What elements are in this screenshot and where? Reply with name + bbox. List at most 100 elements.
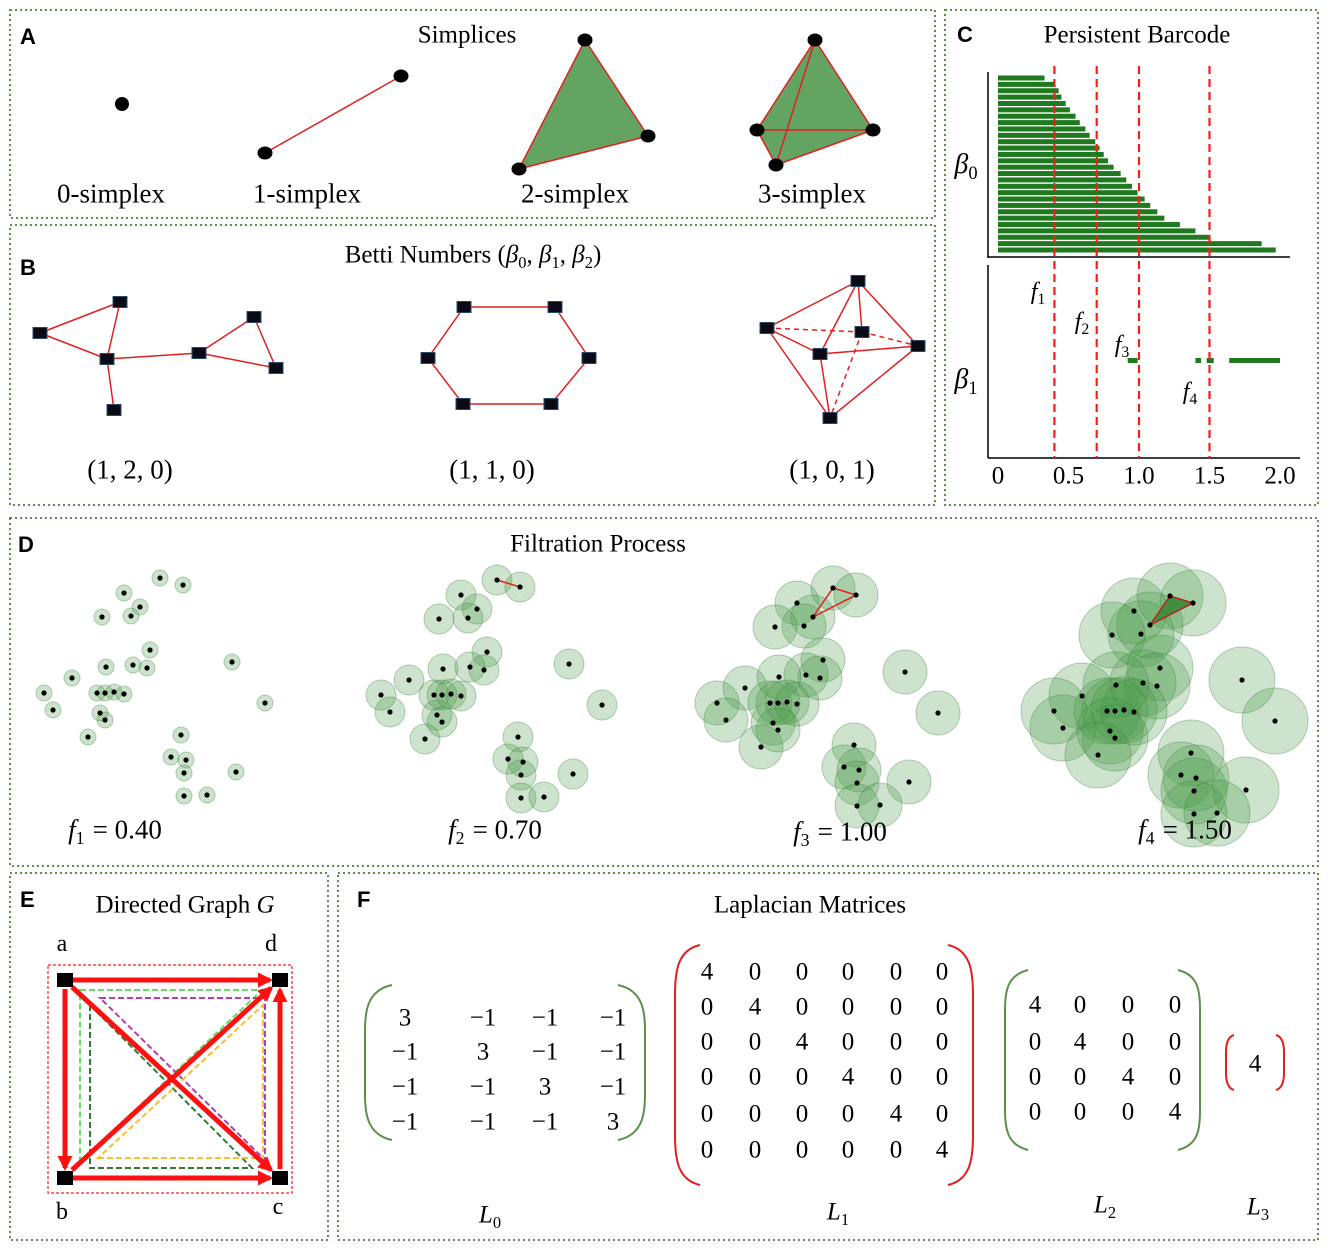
- data-point: [1243, 787, 1249, 793]
- hidden-edge: [829, 331, 863, 419]
- data-point: [1107, 728, 1113, 734]
- hidden-edge: [766, 327, 863, 333]
- data-point: [742, 685, 748, 691]
- node: [822, 412, 838, 424]
- panel-d-border: [9, 517, 1319, 867]
- data-point: [841, 764, 847, 770]
- edges: [39, 301, 277, 411]
- node-label-c: c: [272, 1194, 284, 1220]
- matrix-l1-entry: 0: [795, 1136, 809, 1164]
- math-symbol: β: [505, 241, 519, 269]
- beta1-bar: [1127, 358, 1138, 363]
- matrix-l2-entry: 4: [1168, 1098, 1182, 1126]
- bracket-l2-right: [1177, 969, 1201, 1151]
- data-point: [494, 577, 500, 583]
- data-point: [599, 702, 605, 708]
- beta1-bar: [1206, 358, 1214, 363]
- arrows: [57, 972, 288, 1186]
- math-subscript: 1: [968, 377, 978, 398]
- matrix-l1-entry: 0: [748, 1136, 762, 1164]
- data-point: [1112, 708, 1118, 714]
- edge: [857, 280, 919, 347]
- data-point: [102, 717, 108, 723]
- data-point: [111, 689, 117, 695]
- node: [455, 398, 471, 410]
- filtration-value-f1: f1 = 0.40: [68, 814, 162, 847]
- beta0-bar: [998, 247, 1276, 253]
- matrix-l2-entry: 0: [1028, 1028, 1042, 1056]
- panel-c-border: [944, 9, 1319, 506]
- simplex-label-0: 0-simplex: [57, 178, 165, 209]
- filtration-label-f3: f3: [1115, 333, 1130, 360]
- data-point: [566, 661, 572, 667]
- data-point: [121, 590, 127, 596]
- beta0-bar: [998, 222, 1180, 228]
- data-point: [1191, 811, 1197, 817]
- math-symbol: L: [478, 1201, 493, 1229]
- node: [581, 352, 597, 364]
- data-point: [1121, 707, 1127, 713]
- simplex-0: [115, 97, 129, 111]
- data-point: [439, 692, 445, 698]
- edge: [253, 316, 277, 369]
- data-point: [1138, 631, 1144, 637]
- data-point: [1214, 810, 1220, 816]
- data-point: [775, 727, 781, 733]
- data-point: [103, 664, 109, 670]
- matrix-l1-entry: 0: [700, 993, 714, 1021]
- data-point: [801, 623, 807, 629]
- math-subscript: 3: [800, 830, 810, 851]
- hexagon-cycle: [427, 306, 590, 405]
- bracket-l3-left: [1225, 1034, 1235, 1091]
- face: [517, 38, 650, 171]
- panel-c-title: Persistent Barcode: [1043, 21, 1231, 49]
- edge: [264, 75, 402, 154]
- betti-tuple-2: (1, 1, 0): [449, 454, 535, 485]
- data-point: [517, 584, 523, 590]
- data-point: [180, 582, 186, 588]
- matrix-l0-entry: −1: [531, 1004, 559, 1032]
- math-symbol: G: [256, 891, 275, 919]
- matrix-l1-entry: 0: [748, 1100, 762, 1128]
- data-point: [465, 615, 471, 621]
- matrix-l0-entry: −1: [391, 1073, 419, 1101]
- matrix-l1-entry: 0: [841, 958, 855, 986]
- math-subscript: 1: [75, 828, 85, 849]
- data-point: [1079, 693, 1085, 699]
- panel-letter-f: F: [357, 887, 371, 912]
- data-point: [431, 692, 437, 698]
- filtration-value: = 0.40: [92, 814, 162, 845]
- vertex: [865, 123, 881, 137]
- matrix-l0-entry: −1: [391, 1108, 419, 1136]
- matrix-l1-entry: 0: [889, 993, 903, 1021]
- filtration-value-f4: f4 = 1.50: [1138, 816, 1232, 847]
- simplex-2: [511, 33, 656, 176]
- data-point: [128, 613, 134, 619]
- math-subscript: 3: [1121, 344, 1130, 362]
- data-point: [1109, 632, 1115, 638]
- matrix-l2-entry: 0: [1168, 991, 1182, 1019]
- point-cloud-f2: [365, 564, 618, 814]
- triangle-simplex: [812, 587, 858, 618]
- data-point: [817, 675, 823, 681]
- data-point: [810, 614, 816, 620]
- text-segment: ): [592, 241, 602, 269]
- matrix-l2-entry: 0: [1073, 1063, 1087, 1091]
- data-point: [935, 710, 941, 716]
- math-subscript: 2: [1081, 321, 1090, 339]
- data-point: [467, 664, 473, 670]
- edge: [106, 358, 115, 411]
- matrix-l1-entry: 4: [841, 1063, 855, 1091]
- matrix-l2-entry: 0: [1028, 1098, 1042, 1126]
- edge: [829, 345, 919, 419]
- x-tick-label: 0: [991, 462, 1005, 490]
- panel-b-title: Betti Numbers (β0, β1, β2): [345, 241, 602, 271]
- data-point: [85, 734, 91, 740]
- data-point: [794, 701, 800, 707]
- matrix-l1-entry: 4: [935, 1136, 949, 1164]
- data-point: [147, 647, 153, 653]
- matrix-brackets: [364, 944, 1285, 1186]
- edge: [775, 129, 874, 166]
- data-point: [794, 600, 800, 606]
- node: [456, 301, 472, 313]
